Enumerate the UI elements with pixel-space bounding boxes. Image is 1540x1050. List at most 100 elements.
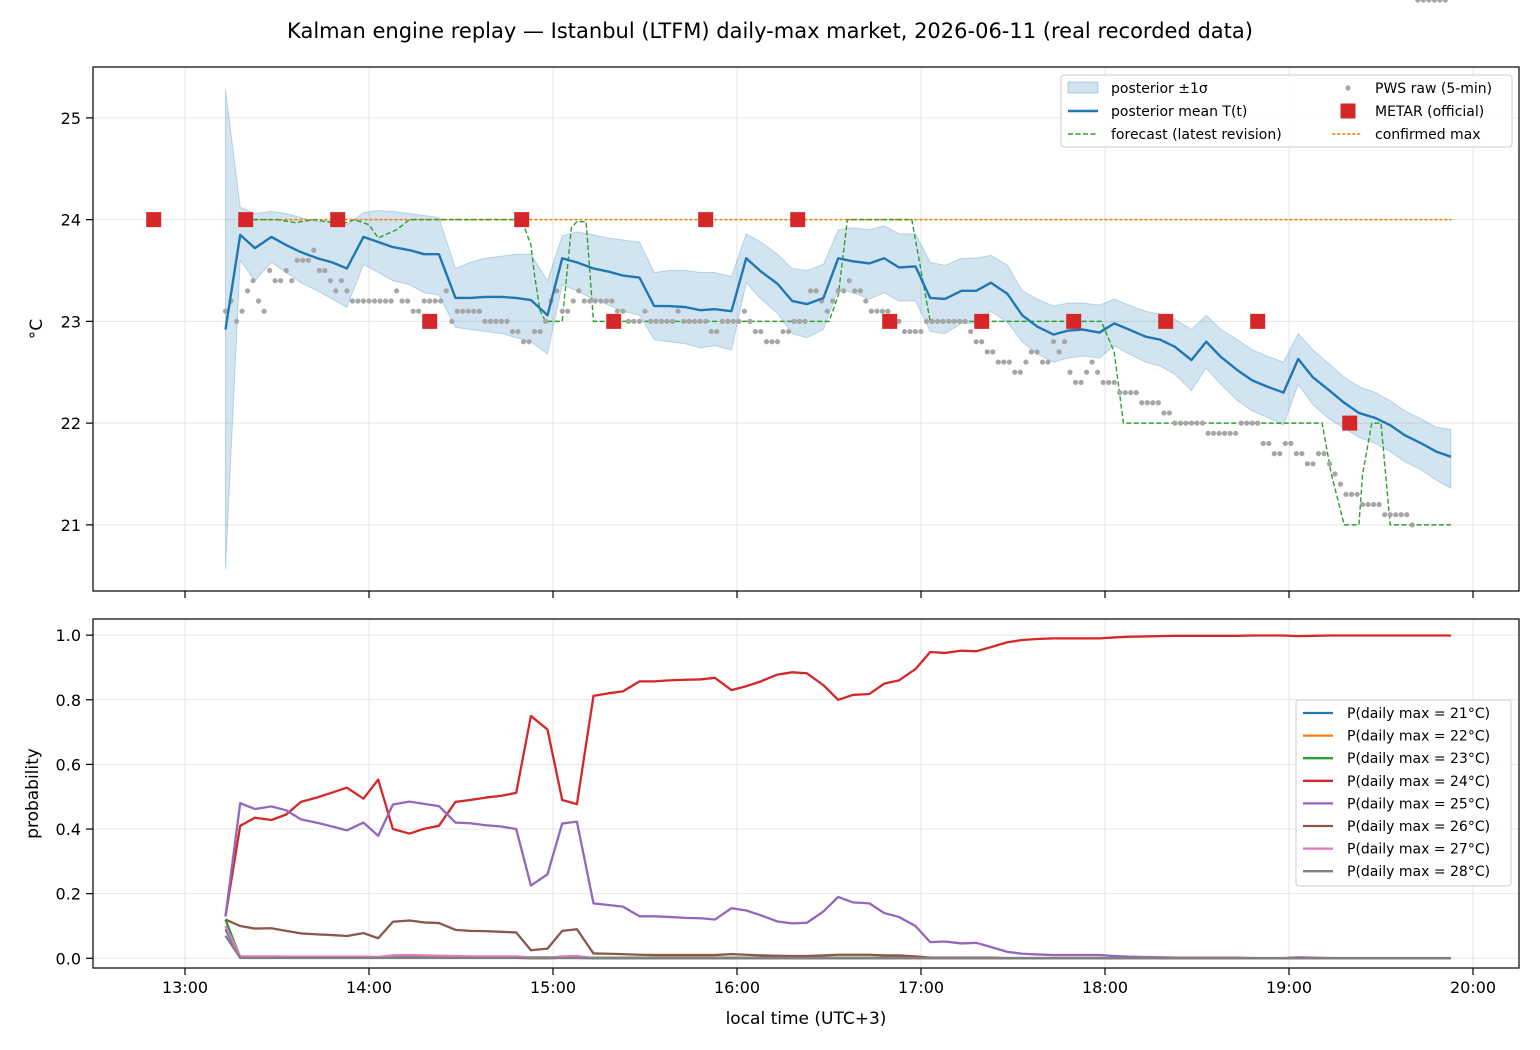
pws-raw-point bbox=[664, 318, 670, 324]
pws-raw-point bbox=[1415, 0, 1421, 3]
pws-raw-point bbox=[1398, 512, 1404, 518]
pws-raw-point bbox=[1106, 379, 1112, 386]
probability-legend-box bbox=[1295, 699, 1512, 887]
x-tick-label: 15:00 bbox=[530, 978, 576, 997]
pws-raw-point bbox=[868, 308, 874, 314]
pws-raw-point bbox=[852, 288, 858, 294]
pws-raw-point bbox=[1172, 420, 1178, 426]
pws-raw-point bbox=[410, 308, 416, 314]
pws-raw-point bbox=[526, 339, 532, 345]
temperature-legend-swatches bbox=[1067, 81, 1364, 135]
pws-raw-point bbox=[901, 328, 908, 335]
legend-label-forecast: forecast (latest revision) bbox=[1111, 127, 1282, 143]
pws-raw-point bbox=[1210, 430, 1217, 436]
pws-raw-point bbox=[1337, 481, 1344, 487]
legend-swatch-pws bbox=[1345, 85, 1351, 91]
pws-raw-point bbox=[1277, 451, 1283, 457]
y-tick-label: 25 bbox=[61, 109, 81, 128]
pws-raw-point bbox=[968, 328, 974, 335]
pws-raw-point bbox=[1199, 420, 1206, 426]
legend-label-probability: P(daily max = 24°C) bbox=[1347, 774, 1490, 790]
pws-raw-point bbox=[537, 328, 543, 335]
pws-raw-point bbox=[504, 318, 510, 324]
pws-raw-point bbox=[1382, 512, 1388, 518]
pws-raw-point bbox=[802, 318, 808, 324]
pws-raw-point bbox=[559, 308, 565, 314]
pws-raw-point bbox=[382, 298, 389, 304]
legend-swatch-metar bbox=[1340, 103, 1356, 119]
x-tick-label: 17:00 bbox=[898, 978, 944, 997]
pws-raw-point bbox=[1166, 410, 1172, 416]
pws-raw-point bbox=[1050, 339, 1057, 345]
legend-label-probability: P(daily max = 28°C) bbox=[1347, 864, 1490, 880]
pws-raw-point bbox=[725, 318, 731, 324]
pws-raw-point bbox=[1017, 369, 1023, 375]
pws-raw-point bbox=[399, 298, 405, 304]
pws-raw-point bbox=[222, 308, 229, 314]
pws-raw-point bbox=[421, 298, 427, 304]
pws-raw-point bbox=[774, 339, 781, 345]
metar-marker bbox=[1250, 313, 1266, 329]
pws-raw-point bbox=[1244, 420, 1250, 426]
pws-raw-point bbox=[951, 318, 957, 324]
pws-raw-point bbox=[1095, 369, 1101, 375]
pws-raw-point bbox=[747, 318, 753, 324]
pws-raw-point bbox=[1420, 0, 1426, 3]
pws-raw-point bbox=[476, 308, 482, 314]
pws-raw-point bbox=[1061, 339, 1068, 345]
pws-raw-point bbox=[416, 308, 422, 314]
pws-raw-point bbox=[1233, 430, 1239, 436]
x-axis-label: local time (UTC+3) bbox=[726, 1009, 887, 1029]
pws-raw-point bbox=[990, 349, 996, 355]
metar-markers bbox=[146, 212, 1358, 431]
pws-raw-point bbox=[1271, 451, 1277, 457]
pws-raw-point bbox=[1067, 369, 1073, 375]
pws-raw-point bbox=[962, 318, 968, 324]
pws-raw-point bbox=[934, 318, 941, 324]
pws-raw-point bbox=[278, 278, 284, 284]
pws-raw-point bbox=[1034, 349, 1040, 355]
temperature-y-ticks: 21 22 23 24 25 bbox=[61, 109, 93, 535]
metar-marker bbox=[790, 212, 806, 228]
legend-label-pws-raw: PWS raw (5-min) bbox=[1375, 81, 1492, 97]
metar-marker bbox=[514, 212, 530, 228]
pws-raw-point bbox=[714, 328, 720, 335]
pws-raw-point bbox=[305, 257, 311, 263]
y-tick-label: 22 bbox=[61, 414, 81, 433]
temperature-panel: 21 22 23 24 25 °C posterior ±1σ posterior me… bbox=[27, 0, 1520, 598]
temperature-y-label: °C bbox=[27, 319, 47, 339]
pws-raw-point bbox=[587, 298, 593, 304]
pws-raw-point bbox=[1023, 359, 1029, 365]
pws-raw-point bbox=[454, 308, 460, 314]
pws-raw-point bbox=[796, 318, 803, 324]
pws-raw-point bbox=[327, 278, 333, 284]
pws-raw-point bbox=[697, 318, 703, 324]
y-tick-label: 24 bbox=[61, 211, 81, 230]
pws-raw-point bbox=[1039, 359, 1046, 365]
pws-raw-point bbox=[1161, 410, 1167, 416]
pws-raw-point bbox=[1332, 471, 1338, 477]
probability-x-ticks: 13:00 14:00 15:00 16:00 17:00 18:00 19:00 20:00 bbox=[162, 968, 1496, 997]
pws-raw-point bbox=[830, 298, 836, 304]
pws-raw-point bbox=[289, 278, 295, 284]
posterior-mean-series bbox=[224, 233, 1452, 458]
pws-raw-point bbox=[923, 318, 930, 324]
metar-marker bbox=[422, 313, 438, 329]
pws-raw-point bbox=[1045, 359, 1051, 365]
pws-raw-point bbox=[620, 308, 626, 314]
temperature-legend-box bbox=[1060, 74, 1513, 148]
pws-raw-point bbox=[1348, 491, 1355, 497]
pws-raw-point bbox=[427, 298, 433, 304]
pws-raw-point bbox=[1028, 349, 1034, 355]
pws-raw-point bbox=[841, 288, 847, 294]
pws-raw-point bbox=[244, 288, 251, 294]
y-tick-label: 23 bbox=[61, 312, 81, 331]
metar-marker bbox=[606, 313, 622, 329]
temperature-x-ticks bbox=[184, 591, 1474, 598]
pws-raw-point bbox=[785, 328, 792, 335]
forecast-series bbox=[245, 218, 1451, 526]
pws-raw-point bbox=[1376, 501, 1382, 508]
pws-raw-point bbox=[879, 308, 885, 314]
metar-marker bbox=[882, 313, 898, 329]
